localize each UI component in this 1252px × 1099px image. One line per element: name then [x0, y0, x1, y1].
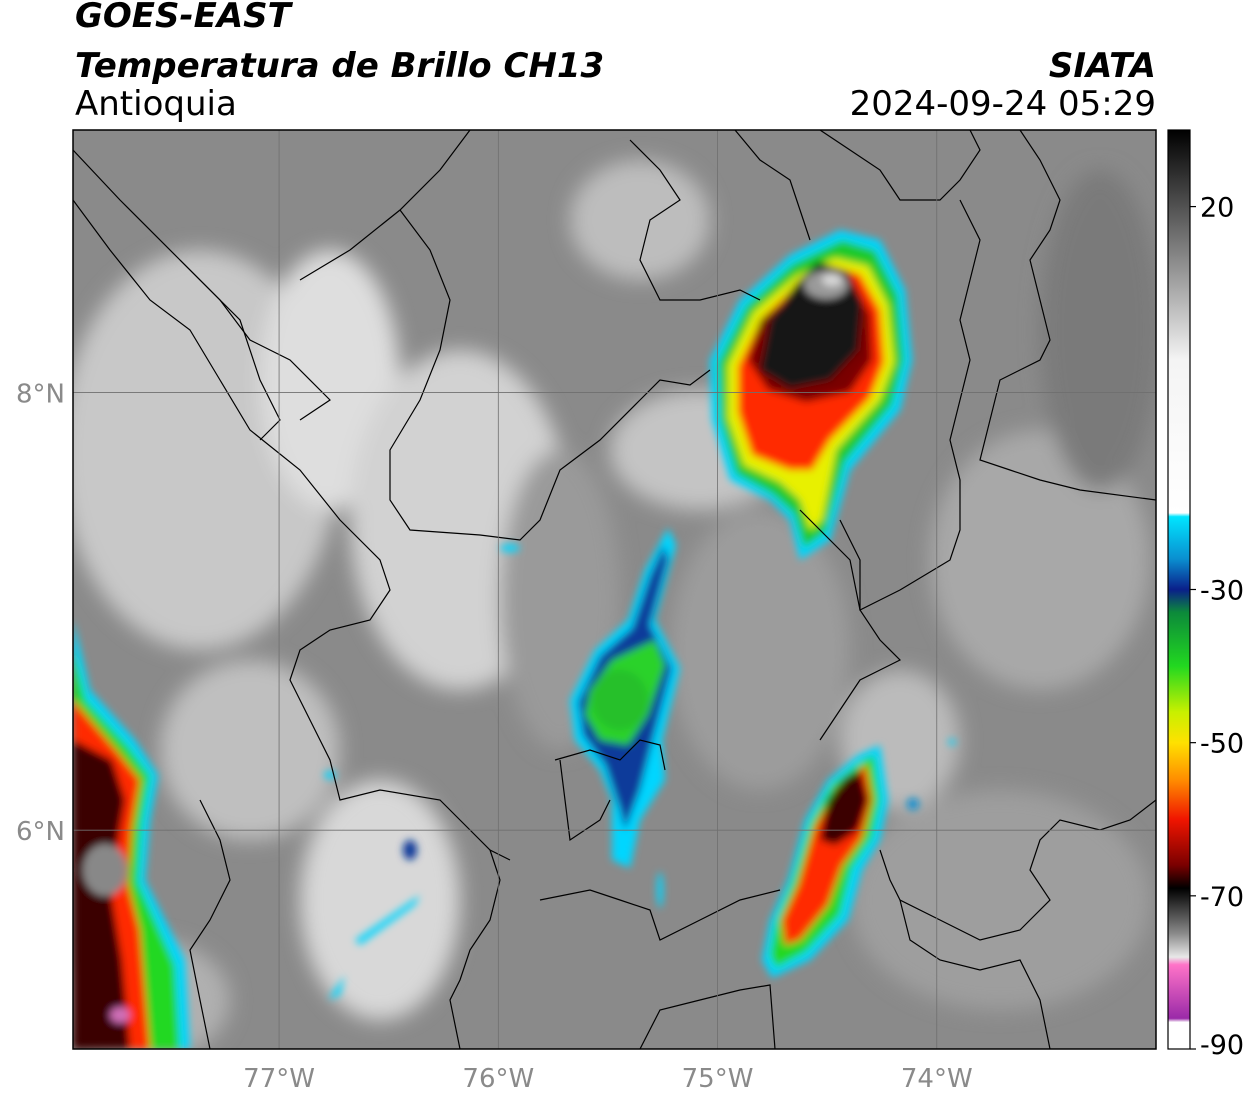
- colorbar-tick-label: -70: [1200, 882, 1244, 913]
- latitude-tick-label: 8°N: [16, 380, 65, 410]
- longitude-tick-label: 77°W: [243, 1064, 315, 1094]
- longitude-ticks: 77°W 76°W 75°W 74°W: [243, 1064, 972, 1094]
- colorbar-tick-label: -90: [1200, 1030, 1244, 1061]
- longitude-tick-label: 75°W: [682, 1064, 754, 1094]
- latitude-ticks: 8°N 6°N: [16, 380, 65, 848]
- product-title: GOES-EAST: [75, 0, 291, 36]
- storm-southeast: [762, 745, 888, 978]
- longitude-tick-label: 76°W: [462, 1064, 534, 1094]
- organization-label: SIATA: [1048, 46, 1156, 86]
- storm-northeast: [710, 230, 912, 560]
- imagery-layer: [73, 130, 1156, 1049]
- boundaries: [73, 130, 1156, 1049]
- product-subtitle: Temperatura de Brillo CH13: [75, 46, 605, 86]
- region-label: Antioquia: [75, 84, 237, 124]
- datetime-label: 2024-09-24 05:29: [849, 84, 1156, 124]
- cold-cloud-tops: [73, 230, 956, 1049]
- colorbar-ticks: 20 -30 -50 -70 -90: [1190, 193, 1244, 1061]
- colorbar-tick-label: -30: [1200, 576, 1244, 607]
- storm-central: [570, 528, 680, 868]
- colorbar-tick-label: -50: [1200, 729, 1244, 760]
- latitude-tick-label: 6°N: [16, 817, 65, 847]
- map-frame: [72, 129, 1157, 1050]
- colorbar-tick-label: 20: [1200, 193, 1234, 224]
- colorbar-ramp: [1168, 130, 1190, 1049]
- longitude-tick-label: 74°W: [901, 1064, 973, 1094]
- graticule: [73, 130, 1156, 1049]
- colorbar: 20 -30 -50 -70 -90: [1167, 129, 1244, 1061]
- small-cells: [324, 544, 956, 1000]
- storm-west-edge: [73, 620, 190, 1049]
